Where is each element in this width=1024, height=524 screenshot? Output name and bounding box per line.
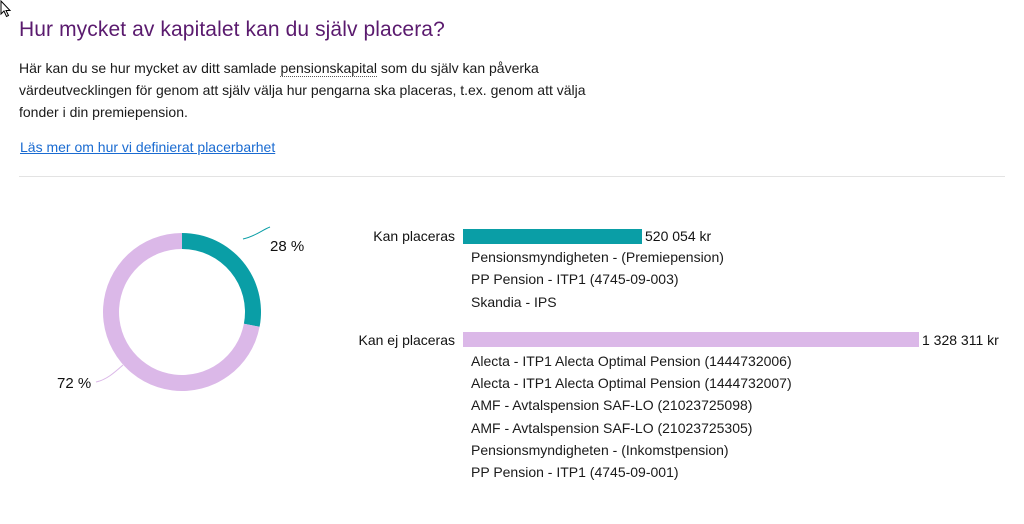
list-item: Alecta - ITP1 Alecta Optimal Pension (14… [471, 352, 792, 369]
list-item: Pensionsmyndigheten - (Premiepension) [471, 249, 724, 265]
page-title: Hur mycket av kapitalet kan du själv pla… [19, 18, 445, 41]
account-list: Alecta - ITP1 Alecta Optimal Pension (14… [340, 350, 1020, 484]
list-item: AMF - Avtalspension SAF-LO (21023725305) [471, 419, 753, 436]
intro-text: Här kan du se hur mycket av ditt samlade… [19, 57, 629, 123]
bar-value: 1 328 311 kr [922, 331, 999, 348]
read-more-link[interactable]: Läs mer om hur vi definierat placerbarhe… [20, 139, 276, 155]
group-label: Kan placeras [373, 228, 455, 244]
list-item: AMF - Avtalspension SAF-LO (21023725098) [471, 397, 753, 414]
account-list: Pensionsmyndigheten - (Premiepension) PP… [340, 246, 1020, 313]
placement-breakdown: Kan placeras 520 054 kr Pensionsmyndighe… [340, 226, 1020, 484]
percent-label-placeable: 28 % [270, 238, 305, 255]
donut-slice-placeable [182, 233, 261, 327]
bar-not-placeable [463, 332, 919, 348]
list-item: PP Pension - ITP1 (4745-09-003) [471, 271, 679, 288]
intro-text-part: Här kan du se hur mycket av ditt samlade [19, 60, 281, 76]
list-item: Pensionsmyndigheten - (Inkomstpension) [471, 442, 729, 459]
mouse-cursor-icon [0, 0, 12, 18]
divider [19, 176, 1005, 177]
list-item: Skandia - IPS [471, 293, 557, 310]
group-placeable: Kan placeras 520 054 kr Pensionsmyndighe… [340, 226, 1020, 313]
donut-chart: 28 % 72 % [40, 210, 340, 410]
leader-line-not-placeable [95, 364, 124, 383]
intro-text-part: fonder i din premiepension. [19, 104, 188, 120]
intro-text-part: som du själv kan påverka [376, 60, 539, 76]
term-pensionskapital[interactable]: pensionskapital [280, 60, 377, 77]
donut-chart-svg [95, 226, 271, 391]
list-item: Alecta - ITP1 Alecta Optimal Pension (14… [471, 375, 792, 392]
bar-placeable [463, 228, 642, 244]
bar-value: 520 054 kr [645, 228, 712, 244]
leader-line-placeable [242, 226, 271, 240]
percent-label-not-placeable: 72 % [57, 375, 92, 392]
list-item: PP Pension - ITP1 (4745-09-001) [471, 464, 679, 481]
intro-text-part: värdeutvecklingen för genom att själv vä… [19, 82, 586, 98]
group-label: Kan ej placeras [358, 331, 455, 348]
group-not-placeable: Kan ej placeras 1 328 311 kr Alecta - IT… [340, 330, 1020, 484]
